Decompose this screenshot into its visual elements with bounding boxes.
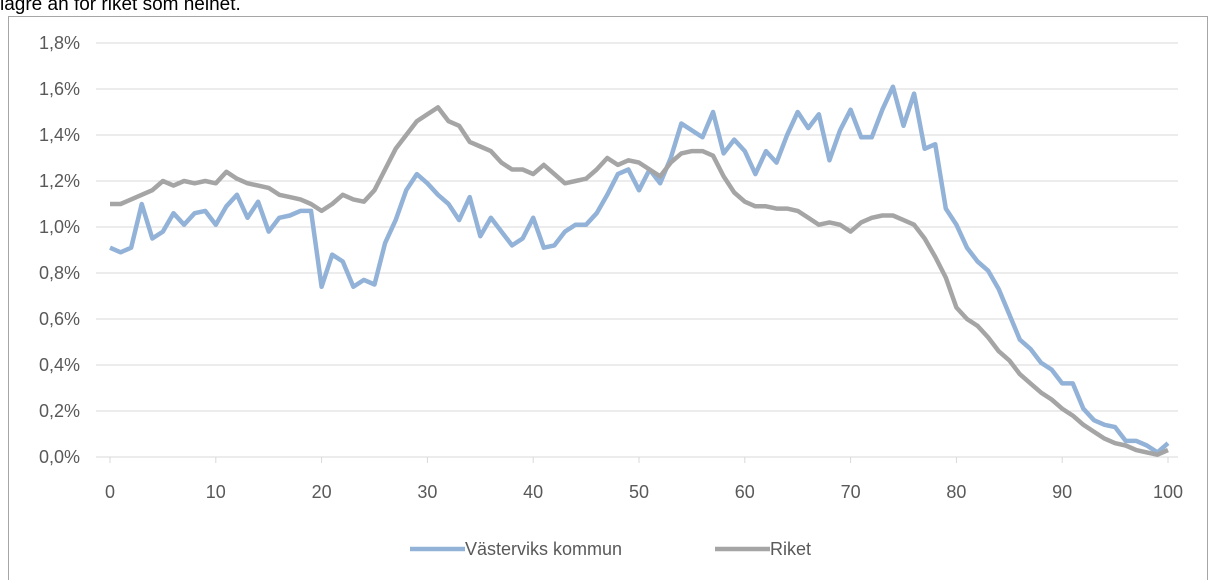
y-tick-label: 1,0% xyxy=(39,217,80,237)
legend-label: Riket xyxy=(770,539,811,559)
legend-label: Västerviks kommun xyxy=(465,539,622,559)
y-tick-label: 0,0% xyxy=(39,447,80,467)
y-tick-label: 1,6% xyxy=(39,79,80,99)
x-tick-label: 30 xyxy=(417,482,437,502)
x-tick-label: 0 xyxy=(105,482,115,502)
y-tick-label: 1,8% xyxy=(39,33,80,53)
x-tick-label: 40 xyxy=(523,482,543,502)
x-tick-label: 10 xyxy=(206,482,226,502)
y-tick-label: 1,4% xyxy=(39,125,80,145)
x-tick-label: 70 xyxy=(841,482,861,502)
y-tick-label: 0,4% xyxy=(39,355,80,375)
x-tick-label: 60 xyxy=(735,482,755,502)
intro-text: lägre än för riket som helhet. xyxy=(0,0,241,15)
x-tick-label: 20 xyxy=(312,482,332,502)
chart-border xyxy=(8,16,1208,585)
x-tick-label: 90 xyxy=(1052,482,1072,502)
x-tick-label: 100 xyxy=(1153,482,1183,502)
series-line xyxy=(110,105,1169,457)
y-tick-label: 1,2% xyxy=(39,171,80,191)
series-line xyxy=(109,84,1170,455)
y-tick-label: 0,2% xyxy=(39,401,80,421)
y-tick-label: 0,8% xyxy=(39,263,80,283)
x-tick-label: 80 xyxy=(946,482,966,502)
x-tick-label: 50 xyxy=(629,482,649,502)
y-tick-label: 0,6% xyxy=(39,309,80,329)
